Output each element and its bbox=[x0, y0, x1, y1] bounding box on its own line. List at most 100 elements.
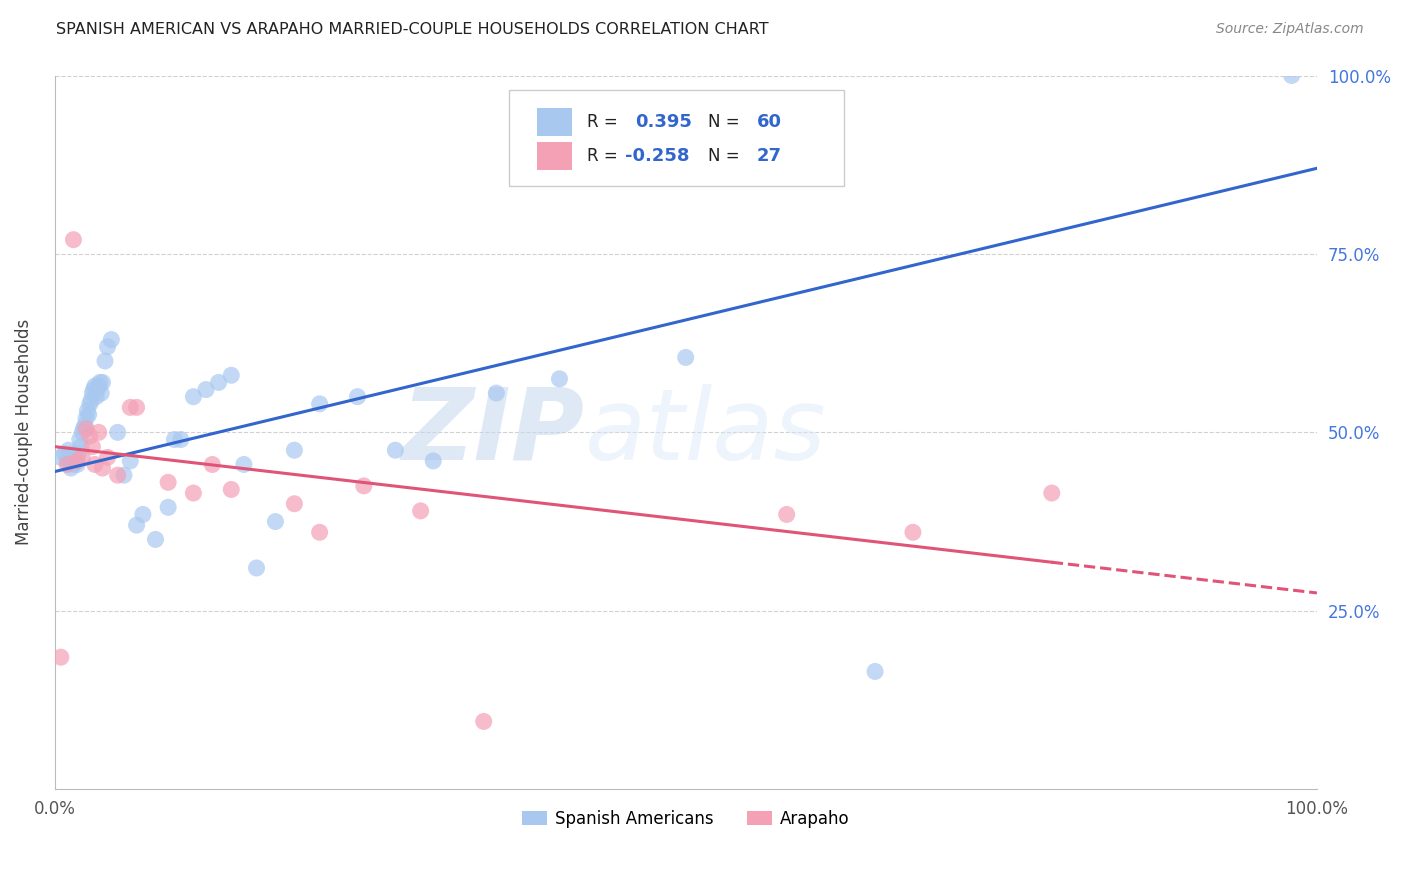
Text: N =: N = bbox=[709, 113, 745, 131]
Point bbox=[308, 525, 330, 540]
Point bbox=[49, 450, 72, 465]
Point bbox=[548, 372, 571, 386]
Point bbox=[75, 411, 97, 425]
Point bbox=[472, 714, 495, 729]
Text: ZIP: ZIP bbox=[402, 384, 585, 481]
Point bbox=[145, 533, 167, 547]
Point bbox=[100, 333, 122, 347]
Point bbox=[84, 379, 107, 393]
Point bbox=[264, 515, 287, 529]
Point bbox=[107, 468, 129, 483]
Point bbox=[72, 422, 94, 436]
Point bbox=[69, 433, 91, 447]
Point bbox=[66, 454, 89, 468]
FancyBboxPatch shape bbox=[509, 90, 844, 186]
Point bbox=[183, 390, 205, 404]
FancyBboxPatch shape bbox=[537, 142, 572, 170]
Point bbox=[91, 461, 114, 475]
Point bbox=[201, 458, 224, 472]
Point bbox=[125, 401, 148, 415]
Point bbox=[67, 447, 90, 461]
Point bbox=[82, 440, 104, 454]
Point bbox=[63, 450, 86, 465]
Point bbox=[120, 454, 142, 468]
Point bbox=[112, 468, 135, 483]
Point bbox=[77, 408, 100, 422]
Point bbox=[79, 429, 101, 443]
Point bbox=[59, 454, 82, 468]
Point bbox=[353, 479, 375, 493]
Point bbox=[232, 458, 254, 472]
Point bbox=[1040, 486, 1063, 500]
Text: Source: ZipAtlas.com: Source: ZipAtlas.com bbox=[1216, 22, 1364, 37]
Point bbox=[219, 483, 242, 497]
Point bbox=[208, 376, 231, 390]
Point bbox=[87, 379, 110, 393]
Point bbox=[125, 518, 148, 533]
Text: R =: R = bbox=[588, 147, 623, 165]
Point bbox=[84, 390, 107, 404]
Point bbox=[157, 500, 180, 515]
Point bbox=[346, 390, 368, 404]
Point bbox=[90, 386, 112, 401]
Point bbox=[76, 404, 98, 418]
Point bbox=[62, 233, 84, 247]
Point bbox=[49, 650, 72, 665]
Point bbox=[219, 368, 242, 383]
Point bbox=[384, 443, 406, 458]
Point bbox=[1281, 69, 1303, 83]
Point bbox=[79, 397, 101, 411]
Point bbox=[73, 418, 96, 433]
Point bbox=[72, 425, 94, 440]
Point bbox=[96, 450, 118, 465]
Point bbox=[83, 383, 105, 397]
Point bbox=[56, 458, 79, 472]
Point bbox=[89, 376, 111, 390]
Point bbox=[245, 561, 267, 575]
Point bbox=[80, 393, 103, 408]
Text: SPANISH AMERICAN VS ARAPAHO MARRIED-COUPLE HOUSEHOLDS CORRELATION CHART: SPANISH AMERICAN VS ARAPAHO MARRIED-COUP… bbox=[56, 22, 769, 37]
Point bbox=[91, 376, 114, 390]
Point bbox=[409, 504, 432, 518]
Text: R =: R = bbox=[588, 113, 623, 131]
Point bbox=[283, 443, 305, 458]
Point bbox=[283, 497, 305, 511]
Text: 27: 27 bbox=[756, 147, 782, 165]
Point bbox=[82, 386, 104, 401]
Point bbox=[84, 458, 107, 472]
FancyBboxPatch shape bbox=[537, 108, 572, 136]
Point bbox=[75, 422, 97, 436]
Point bbox=[86, 383, 108, 397]
Point bbox=[58, 443, 80, 458]
Point bbox=[163, 433, 186, 447]
Text: 0.395: 0.395 bbox=[636, 113, 692, 131]
Point bbox=[485, 386, 508, 401]
Point bbox=[675, 351, 697, 365]
Point bbox=[901, 525, 924, 540]
Point bbox=[72, 450, 94, 465]
Point bbox=[96, 340, 118, 354]
Text: atlas: atlas bbox=[585, 384, 827, 481]
Point bbox=[183, 486, 205, 500]
Point bbox=[107, 425, 129, 440]
Point bbox=[53, 447, 76, 461]
Point bbox=[59, 461, 82, 475]
Point bbox=[66, 458, 89, 472]
Point bbox=[422, 454, 444, 468]
Point bbox=[863, 665, 886, 679]
Point bbox=[60, 447, 83, 461]
Point bbox=[170, 433, 193, 447]
Text: -0.258: -0.258 bbox=[626, 147, 689, 165]
Point bbox=[65, 454, 87, 468]
Point bbox=[120, 401, 142, 415]
Point bbox=[776, 508, 799, 522]
Point bbox=[56, 454, 79, 468]
Point bbox=[308, 397, 330, 411]
Text: 60: 60 bbox=[756, 113, 782, 131]
Point bbox=[62, 458, 84, 472]
Legend: Spanish Americans, Arapaho: Spanish Americans, Arapaho bbox=[515, 803, 856, 834]
Text: N =: N = bbox=[709, 147, 745, 165]
Point bbox=[195, 383, 218, 397]
Point bbox=[70, 440, 93, 454]
Point bbox=[132, 508, 155, 522]
